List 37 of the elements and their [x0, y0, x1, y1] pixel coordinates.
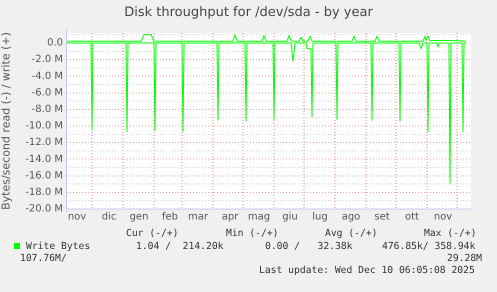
text: Min (-/+)	[226, 228, 278, 239]
x-tick-label: ott	[405, 212, 420, 223]
x-tick-label: nov	[68, 212, 86, 223]
text: Avg (-/+)	[325, 228, 378, 239]
y-tick-label: -6.0 M	[32, 87, 63, 98]
y-tick-label: -4.0 M	[32, 70, 63, 82]
x-tick-label: giu	[282, 212, 298, 223]
y-tick-label: 0.0	[47, 38, 63, 49]
x-tick-label: lug	[312, 212, 328, 223]
y-tick-label: -2.0 M	[32, 54, 63, 66]
text: 476.85k/ 358.94k	[382, 241, 476, 252]
y-tick-label: -16.0 M	[25, 170, 63, 182]
y-tick-label: -8.0 M	[32, 104, 63, 115]
text: Cur (-/+)	[126, 228, 178, 239]
x-tick-label: mar	[188, 212, 209, 223]
x-tick-label: set	[374, 212, 390, 223]
x-tick-label: feb	[162, 212, 178, 223]
text: 1.04 / 214.20k	[136, 241, 224, 252]
legend-label: Write Bytes	[26, 241, 90, 252]
y-tick-label: -10.0 M	[25, 120, 63, 132]
text: 0.00 / 32.38k	[265, 241, 352, 252]
text: Last update: Wed Dec 10 06:05:08 2025	[259, 265, 475, 276]
x-tick-label: ago	[342, 212, 360, 223]
y-axis-title: Bytes/second read (-) / write (+)	[0, 32, 12, 210]
y-tick-label: -18.0 M	[25, 186, 63, 198]
y-tick-label: -14.0 M	[25, 154, 63, 165]
x-tick-label: dic	[102, 212, 116, 223]
x-tick-label: mag	[248, 212, 270, 223]
x-tick-label: apr	[222, 212, 240, 223]
text: 107.76M/	[20, 253, 67, 264]
text: 29.28M	[447, 253, 482, 264]
x-tick-label: gen	[130, 212, 148, 223]
y-tick-label: -20.0 M	[25, 204, 63, 215]
y-tick-label: -12.0 M	[25, 137, 63, 148]
text: Max (-/+)	[424, 228, 476, 239]
x-tick-label: nov	[434, 212, 452, 223]
chart-title: Disk throughput for /dev/sda - by year	[123, 5, 374, 20]
